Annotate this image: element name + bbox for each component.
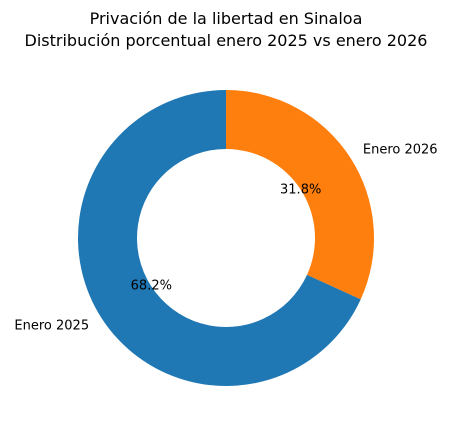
chart-subtitle: Distribución porcentual enero 2025 vs en… xyxy=(25,31,428,50)
slice-percent-enero-2026: 31.8% xyxy=(280,182,321,197)
slice-label-enero-2025: Enero 2025 xyxy=(14,319,89,334)
donut-slice-enero-2025 xyxy=(78,89,361,386)
chart-title: Privación de la libertad en Sinaloa xyxy=(90,9,363,28)
slices-layer xyxy=(78,89,374,386)
labels-layer: Enero 2026 31.8% Enero 2025 68.2% xyxy=(14,142,437,333)
slice-percent-enero-2025: 68.2% xyxy=(131,279,172,294)
donut-slice-enero-2026 xyxy=(226,90,374,300)
slice-label-enero-2026: Enero 2026 xyxy=(363,142,438,157)
